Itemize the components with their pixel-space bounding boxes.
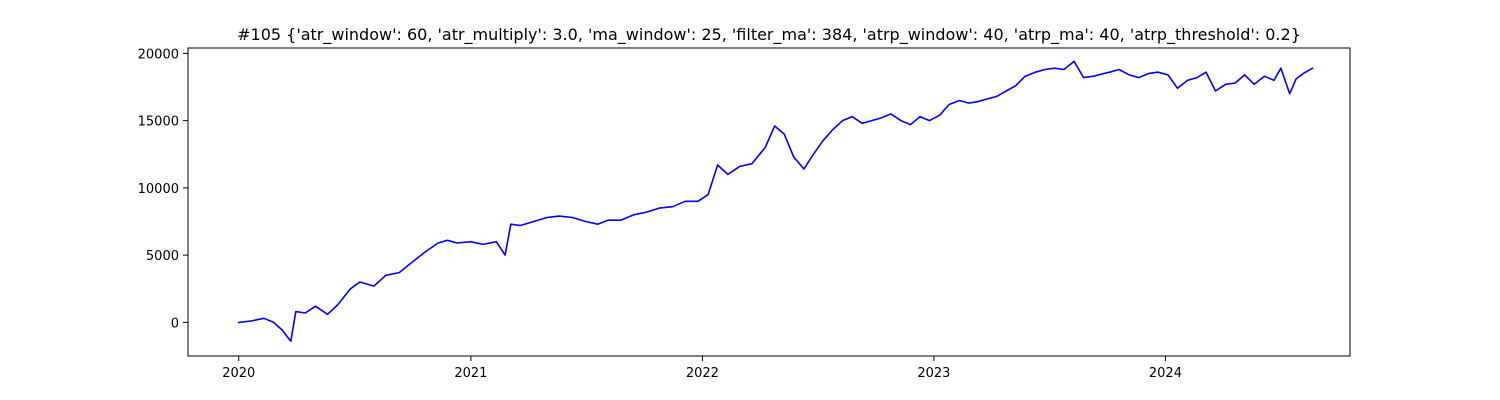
plot-series [237, 60, 1314, 343]
y-tick-label-4: 15000 [138, 115, 179, 130]
y-tick-label-2: 5000 [146, 249, 179, 264]
x-tick-label-1: 2020 [222, 366, 255, 381]
x-tick-label-2: 2021 [454, 366, 487, 381]
series-line-1 [237, 60, 1314, 343]
y-axis: 0 5000 10000 15000 20000 [138, 47, 188, 331]
chart-title: #105 {'atr_window': 60, 'atr_multiply': … [237, 25, 1301, 45]
y-tick-label-3: 10000 [138, 182, 179, 197]
plot-frame [187, 47, 1351, 357]
x-tick-label-5: 2024 [1149, 366, 1182, 381]
y-tick-label-1: 0 [171, 316, 179, 331]
x-tick-label-4: 2023 [917, 366, 950, 381]
y-tick-label-5: 20000 [138, 47, 179, 62]
x-axis: 2020 2021 2022 2023 2024 [222, 356, 1182, 381]
x-tick-label-3: 2022 [686, 366, 719, 381]
